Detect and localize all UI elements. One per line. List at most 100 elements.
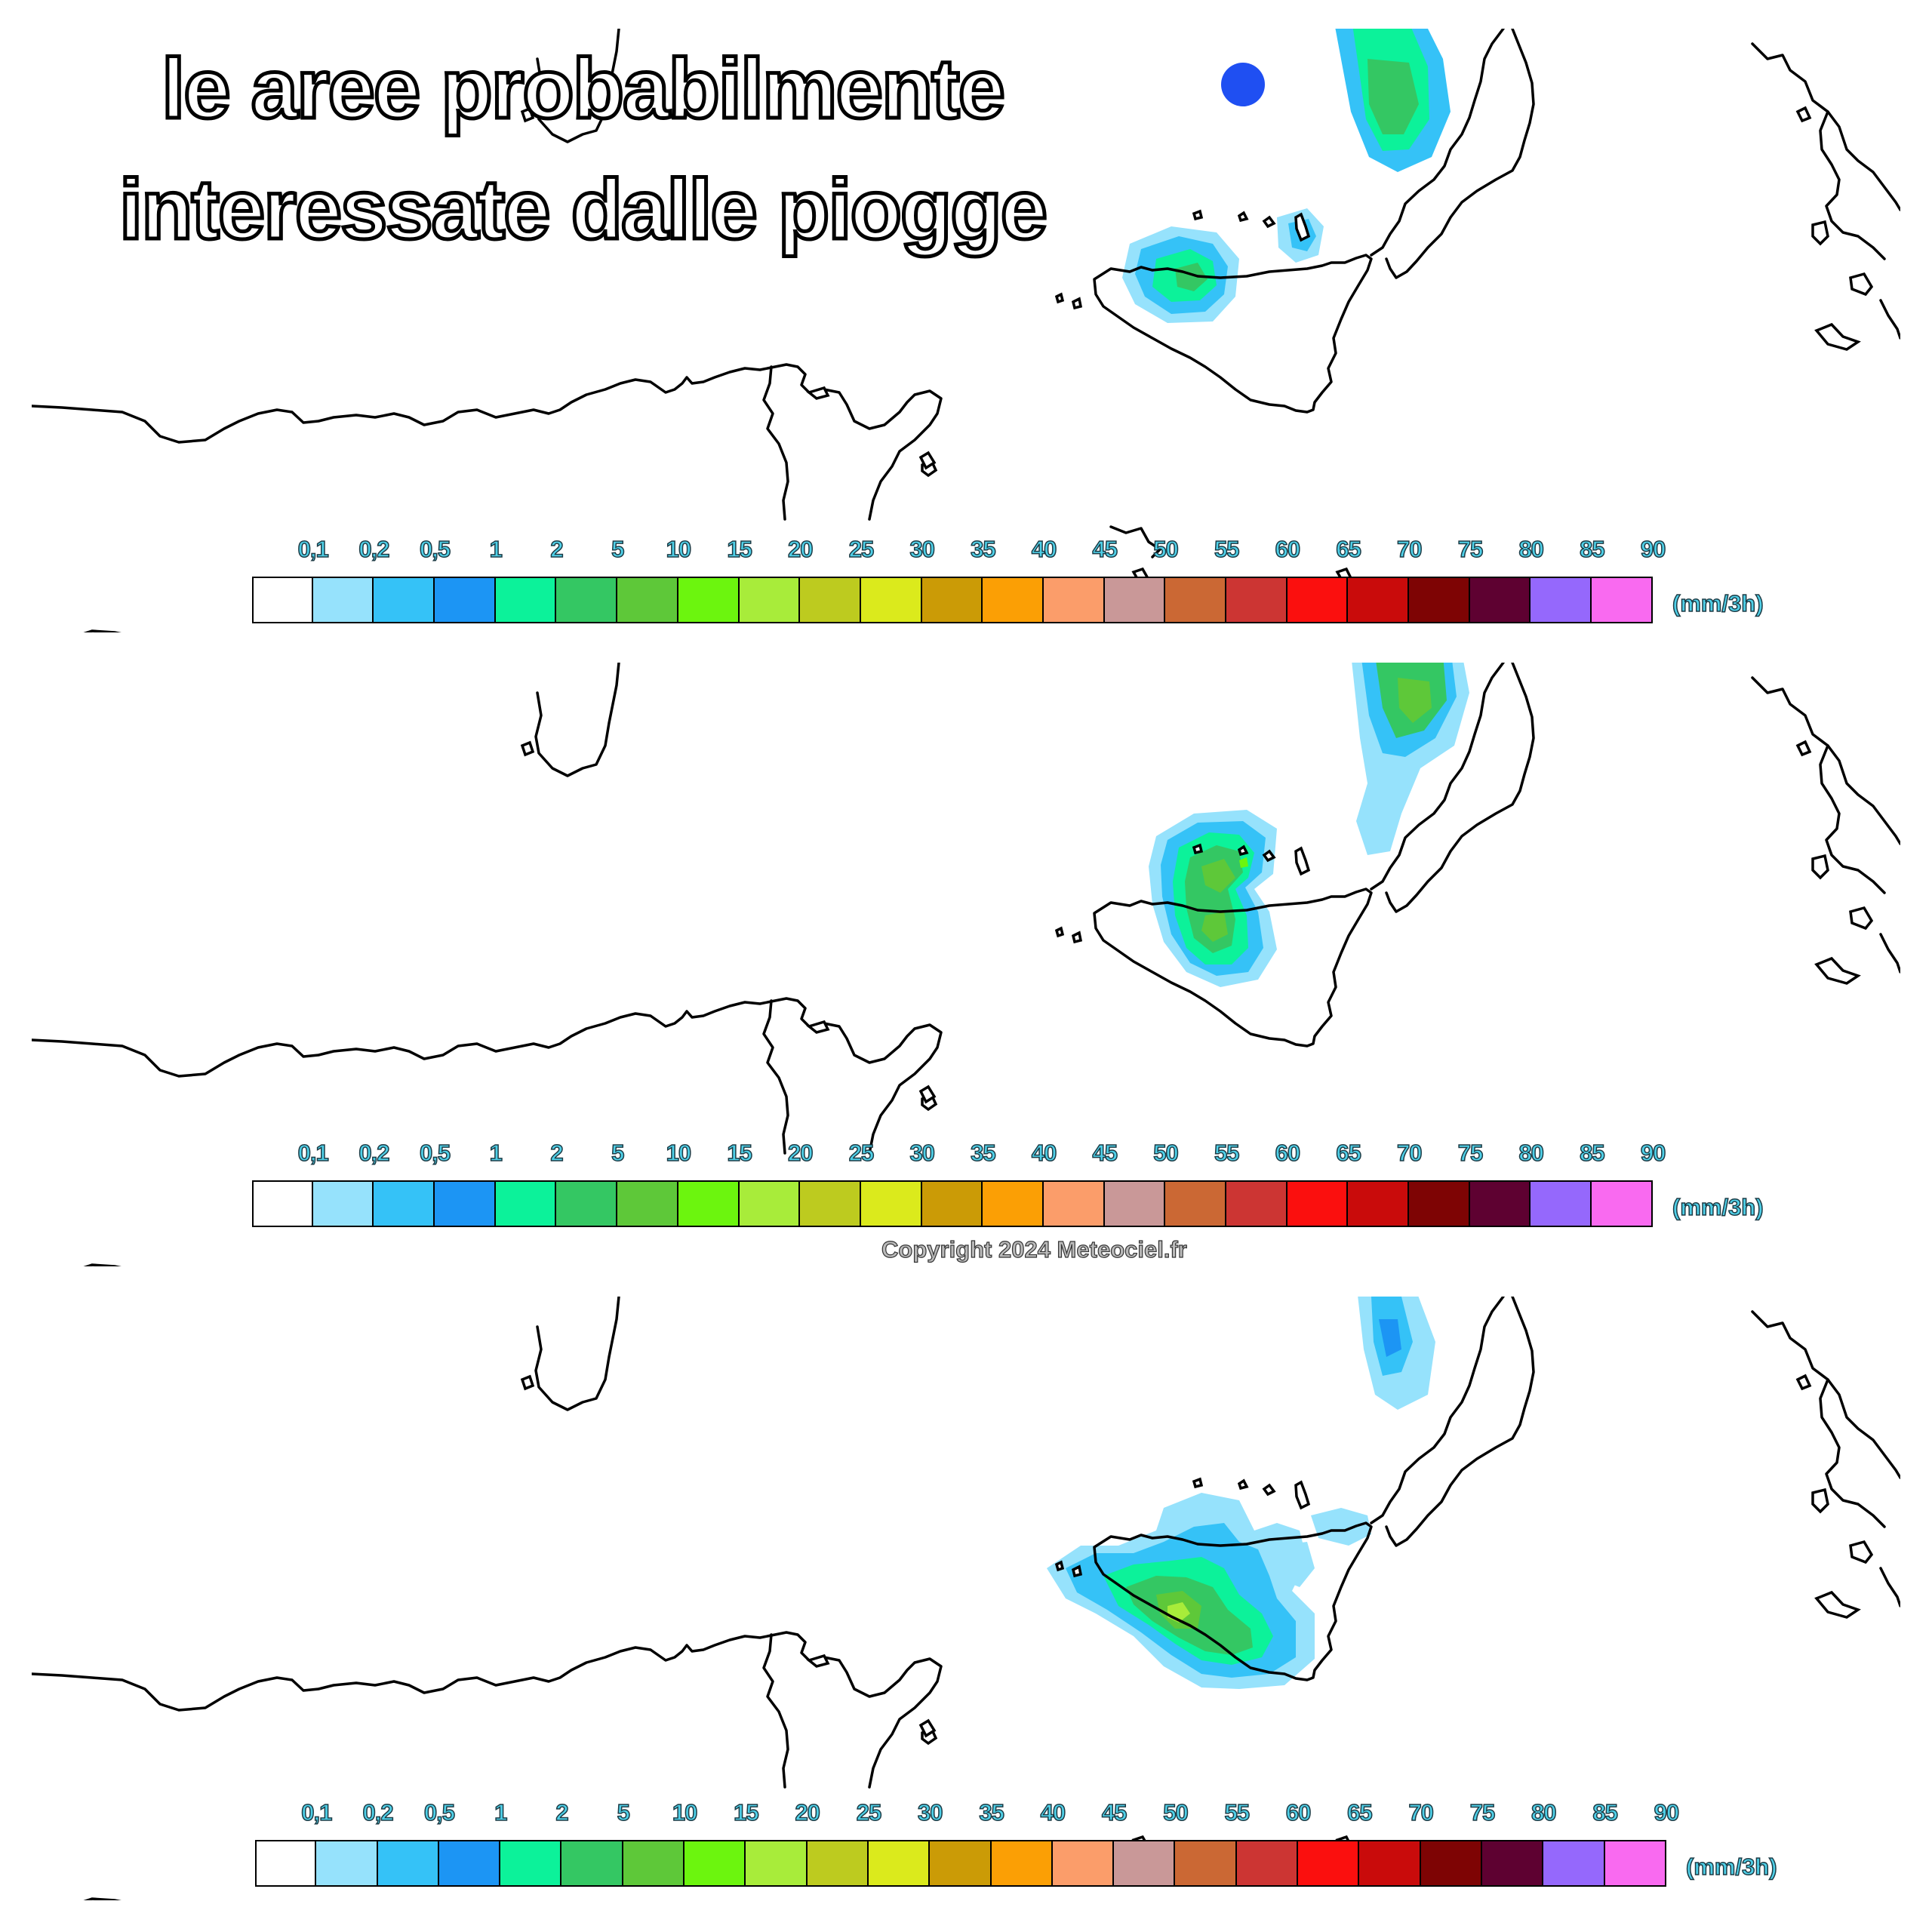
scale-tick-label: 45: [1092, 535, 1118, 563]
scale-swatch: [1543, 1840, 1605, 1887]
scale-tick-label: 90: [1654, 1798, 1680, 1826]
scale-swatch: [685, 1840, 746, 1887]
scale-swatch: [746, 1840, 808, 1887]
scale-tick-label: 15: [727, 535, 753, 563]
scale-swatch: [1469, 577, 1531, 623]
scale-swatch: [983, 577, 1044, 623]
scale-tick-labels: 0,1 0,2 0,5 1 2 5 10 15 20 25 30 35 40 45 50 55 60 65 70 75…: [252, 535, 1666, 566]
precip-area-sicily-east: [1149, 810, 1277, 987]
map-panel-2: 0,1 0,2 0,5 1 2 5 10 15 20 25 30 35 40 45 50 55 60 65 70 75…: [32, 663, 1900, 1266]
scale-tick-label: 1: [494, 1798, 508, 1826]
scale-tick-label: 55: [1224, 1798, 1251, 1826]
map-panel-1: le aree probabilmente interessate dalle …: [32, 29, 1900, 632]
precipitation-color-scale: [255, 1840, 1666, 1887]
scale-tick-label: 75: [1457, 535, 1484, 563]
precipitation-map: [32, 1297, 1900, 1900]
scale-swatch: [930, 1840, 992, 1887]
scale-swatch: [1298, 1840, 1360, 1887]
scale-swatch: [252, 577, 313, 623]
scale-tick-label: 35: [979, 1798, 1005, 1826]
scale-tick-label: 30: [909, 1139, 936, 1167]
scale-tick-label: 60: [1285, 1798, 1312, 1826]
scale-unit-label: (mm/3h): [1672, 589, 1764, 617]
scale-swatch: [739, 1180, 801, 1227]
scale-tick-label: 5: [611, 1139, 625, 1167]
scale-swatch: [1592, 577, 1653, 623]
headline-line-1: le aree probabilmente: [160, 40, 1008, 138]
scale-tick-label: 20: [795, 1798, 821, 1826]
precipitation-color-scale: [252, 577, 1653, 623]
scale-swatch: [807, 1840, 869, 1887]
scale-swatch: [1469, 1180, 1531, 1227]
headline-overlay: le aree probabilmente interessate dalle …: [32, 29, 1134, 270]
scale-unit-label: (mm/3h): [1672, 1193, 1764, 1221]
scale-tick-label: 2: [555, 1798, 570, 1826]
scale-swatch: [495, 577, 557, 623]
scale-swatch: [1409, 577, 1470, 623]
scale-tick-label: 25: [848, 535, 875, 563]
scale-tick-label: 10: [666, 1139, 692, 1167]
scale-tick-label: 2: [550, 1139, 565, 1167]
scale-tick-label: 85: [1592, 1798, 1619, 1826]
scale-tick-label: 15: [733, 1798, 759, 1826]
scale-swatch: [921, 577, 983, 623]
location-marker-dot: [1221, 63, 1265, 106]
scale-tick-label: 50: [1152, 535, 1179, 563]
scale-swatch: [377, 1840, 439, 1887]
scale-swatch: [312, 577, 374, 623]
scale-swatch: [678, 577, 740, 623]
scale-swatch: [1348, 577, 1410, 623]
scale-swatch: [1287, 577, 1349, 623]
scale-tick-label: 0,2: [358, 535, 391, 563]
precip-area-sicily-south-east: [1047, 1493, 1315, 1689]
precip-area-sicily-ne: [1122, 226, 1239, 323]
scale-swatch: [921, 1180, 983, 1227]
scale-tick-label: 65: [1336, 535, 1362, 563]
scale-tick-label: 2: [550, 535, 565, 563]
headline-line-2: interessate dalle piogge: [118, 161, 1050, 259]
scale-tick-labels: 0,1 0,2 0,5 1 2 5 10 15 20 25 30 35 40 45 50 55 60 65 70 75…: [255, 1798, 1679, 1829]
scale-swatch: [252, 1180, 313, 1227]
scale-swatch: [1531, 1180, 1592, 1227]
scale-swatch: [800, 1180, 861, 1227]
scale-swatch: [1052, 1840, 1115, 1887]
scale-tick-label: 5: [617, 1798, 631, 1826]
scale-swatch: [983, 1180, 1044, 1227]
scale-tick-label: 10: [666, 535, 692, 563]
scale-swatch: [860, 577, 922, 623]
scale-tick-label: 50: [1152, 1139, 1179, 1167]
scale-tick-label: 30: [909, 535, 936, 563]
scale-swatch: [1348, 1180, 1410, 1227]
scale-swatch: [991, 1840, 1053, 1887]
scale-tick-label: 35: [970, 535, 996, 563]
scale-tick-label: 0,5: [419, 535, 451, 563]
scale-swatch: [556, 1180, 618, 1227]
scale-swatch: [1236, 1840, 1299, 1887]
scale-tick-label: 45: [1092, 1139, 1118, 1167]
map-panel-3: 0,1 0,2 0,5 1 2 5 10 15 20 25 30 35 40 45 50 55 60 65 70 75…: [32, 1297, 1900, 1900]
scale-swatch: [1359, 1840, 1421, 1887]
scale-tick-label: 5: [611, 535, 625, 563]
scale-swatch: [1043, 1180, 1105, 1227]
scale-tick-label: 90: [1640, 535, 1666, 563]
scale-swatch: [435, 1180, 496, 1227]
scale-tick-label: 0,5: [419, 1139, 451, 1167]
scale-tick-label: 0,1: [297, 1139, 330, 1167]
scale-swatch: [1043, 577, 1105, 623]
scale-swatch: [1165, 1180, 1226, 1227]
scale-tick-label: 45: [1101, 1798, 1128, 1826]
scale-tick-label: 80: [1531, 1798, 1557, 1826]
scale-swatch: [1481, 1840, 1544, 1887]
scale-tick-label: 25: [856, 1798, 882, 1826]
scale-swatch: [500, 1840, 562, 1887]
scale-swatch: [374, 1180, 435, 1227]
scale-swatch: [1287, 1180, 1349, 1227]
scale-tick-label: 0,2: [362, 1798, 395, 1826]
precipitation-map: [32, 663, 1900, 1266]
precip-area-messina: [1277, 1508, 1371, 1587]
scale-tick-label: 50: [1162, 1798, 1189, 1826]
scale-swatch: [1604, 1840, 1666, 1887]
precip-area-calabria-north: [1358, 1297, 1435, 1410]
scale-tick-label: 70: [1396, 1139, 1423, 1167]
scale-tick-labels: 0,1 0,2 0,5 1 2 5 10 15 20 25 30 35 40 45 50 55 60 65 70 75…: [252, 1139, 1666, 1170]
